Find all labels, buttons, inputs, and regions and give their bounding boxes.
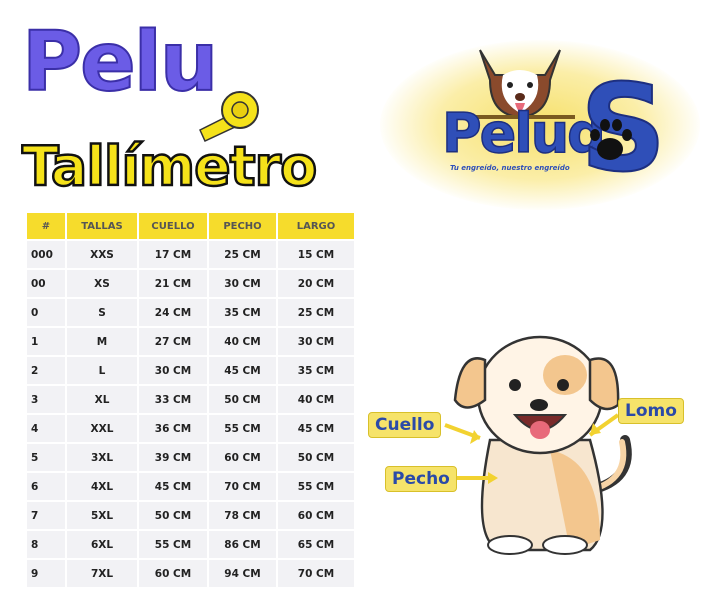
table-row: 2 L 30 CM 45 CM 35 CM <box>27 357 354 384</box>
table-cell: 50 CM <box>139 502 207 529</box>
table-cell: 94 CM <box>209 560 276 587</box>
table-cell: 60 CM <box>139 560 207 587</box>
table-cell: 17 CM <box>139 241 207 268</box>
table-cell: XS <box>67 270 137 297</box>
table-cell: 4 <box>27 415 65 442</box>
table-cell: 7XL <box>67 560 137 587</box>
table-cell: XXS <box>67 241 137 268</box>
table-cell: 21 CM <box>139 270 207 297</box>
table-cell: 00 <box>27 270 65 297</box>
size-table: # TALLAS CUELLO PECHO LARGO 000 XXS 17 CM 25 CM… <box>25 211 356 589</box>
table-cell: 30 CM <box>209 270 276 297</box>
table-row: 1 M 27 CM 40 CM 30 CM <box>27 328 354 355</box>
title-tallimetro: Tallímetro <box>21 135 319 198</box>
table-cell: 36 CM <box>139 415 207 442</box>
table-cell: 30 CM <box>278 328 354 355</box>
table-row: 00 XS 21 CM 30 CM 20 CM <box>27 270 354 297</box>
table-cell: XXL <box>67 415 137 442</box>
table-row: 3 XL 33 CM 50 CM 40 CM <box>27 386 354 413</box>
table-cell: 33 CM <box>139 386 207 413</box>
table-cell: 20 CM <box>278 270 354 297</box>
table-row: 9 7XL 60 CM 94 CM 70 CM <box>27 560 354 587</box>
title-pelu: Pelu <box>21 15 219 110</box>
table-row: 0 S 24 CM 35 CM 25 CM <box>27 299 354 326</box>
table-cell: 39 CM <box>139 444 207 471</box>
table-cell: L <box>67 357 137 384</box>
peluds-logo: Pelud S Tu engreído, nuestro engreído <box>380 40 700 210</box>
table-cell: 24 CM <box>139 299 207 326</box>
column-header: TALLAS <box>67 213 137 239</box>
brand-name: Pelud <box>441 101 606 166</box>
table-cell: 60 CM <box>209 444 276 471</box>
column-header: PECHO <box>209 213 276 239</box>
table-cell: 1 <box>27 328 65 355</box>
table-row: 6 4XL 45 CM 70 CM 55 CM <box>27 473 354 500</box>
table-cell: 70 CM <box>209 473 276 500</box>
table-cell: 50 CM <box>278 444 354 471</box>
table-cell: 2 <box>27 357 65 384</box>
table-cell: M <box>67 328 137 355</box>
label-pecho: Pecho <box>385 466 457 492</box>
table-cell: 25 CM <box>209 241 276 268</box>
table-cell: 3XL <box>67 444 137 471</box>
brand-tagline: Tu engreído, nuestro engreído <box>450 164 570 172</box>
column-header: # <box>27 213 65 239</box>
husky-icon <box>465 49 575 119</box>
table-cell: 78 CM <box>209 502 276 529</box>
column-header: LARGO <box>278 213 354 239</box>
table-cell: XL <box>67 386 137 413</box>
table-cell: 7 <box>27 502 65 529</box>
table-cell: 6 <box>27 473 65 500</box>
table-cell: 0 <box>27 299 65 326</box>
table-cell: 86 CM <box>209 531 276 558</box>
label-lomo: Lomo <box>618 398 684 424</box>
table-cell: 55 CM <box>278 473 354 500</box>
table-cell: 15 CM <box>278 241 354 268</box>
table-cell: 5 <box>27 444 65 471</box>
table-cell: 4XL <box>67 473 137 500</box>
column-header: CUELLO <box>139 213 207 239</box>
table-cell: 25 CM <box>278 299 354 326</box>
table-cell: 55 CM <box>209 415 276 442</box>
table-cell: 70 CM <box>278 560 354 587</box>
label-cuello: Cuello <box>368 412 442 438</box>
table-cell: 55 CM <box>139 531 207 558</box>
table-cell: 45 CM <box>139 473 207 500</box>
table-row: 5 3XL 39 CM 60 CM 50 CM <box>27 444 354 471</box>
table-cell: 40 CM <box>278 386 354 413</box>
table-cell: 000 <box>27 241 65 268</box>
table-cell: 45 CM <box>209 357 276 384</box>
table-cell: 45 CM <box>278 415 354 442</box>
table-cell: 35 CM <box>278 357 354 384</box>
table-cell: 27 CM <box>139 328 207 355</box>
table-cell: 5XL <box>67 502 137 529</box>
table-row: 8 6XL 55 CM 86 CM 65 CM <box>27 531 354 558</box>
dog-illustration <box>453 335 632 555</box>
table-cell: 60 CM <box>278 502 354 529</box>
table-cell: 40 CM <box>209 328 276 355</box>
table-cell: 6XL <box>67 531 137 558</box>
table-cell: 50 CM <box>209 386 276 413</box>
table-cell: 9 <box>27 560 65 587</box>
arrows <box>444 413 620 484</box>
measuring-tape-icon <box>199 91 259 142</box>
table-row: 7 5XL 50 CM 78 CM 60 CM <box>27 502 354 529</box>
table-row: 000 XXS 17 CM 25 CM 15 CM <box>27 241 354 268</box>
paw-icon <box>590 119 632 160</box>
table-row: 4 XXL 36 CM 55 CM 45 CM <box>27 415 354 442</box>
table-cell: 65 CM <box>278 531 354 558</box>
table-cell: S <box>67 299 137 326</box>
table-cell: 8 <box>27 531 65 558</box>
table-cell: 35 CM <box>209 299 276 326</box>
table-cell: 3 <box>27 386 65 413</box>
table-cell: 30 CM <box>139 357 207 384</box>
